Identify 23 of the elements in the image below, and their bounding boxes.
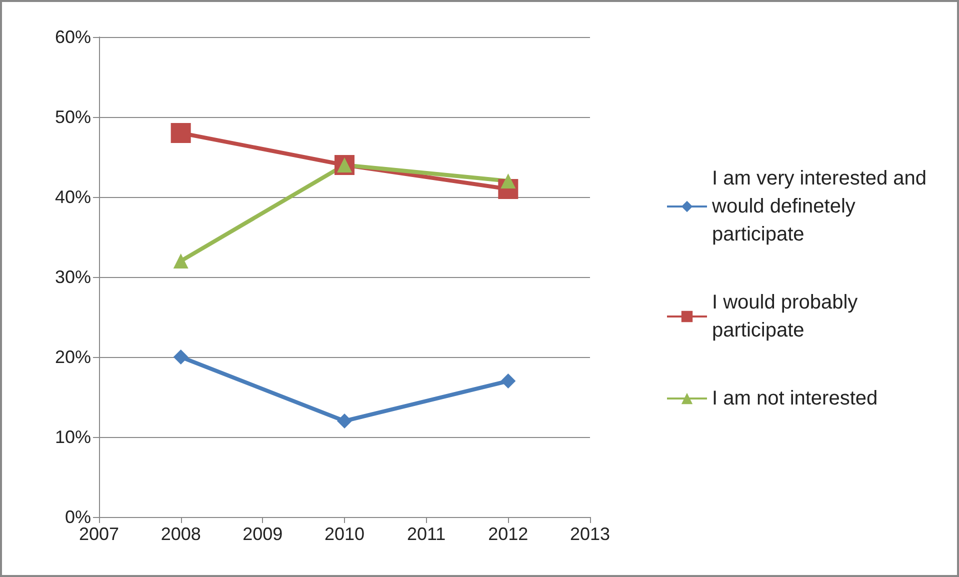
x-tick-label: 2011 (406, 524, 446, 544)
x-tick-label: 2013 (570, 524, 610, 544)
y-tick-label: 0% (64, 507, 91, 527)
legend-label: I would probably participate (712, 292, 864, 342)
point (500, 374, 516, 388)
point (170, 123, 191, 143)
y-tick-label: 30% (54, 267, 91, 287)
point (173, 254, 188, 268)
legend-label: I am not interested (712, 388, 878, 410)
x-tick-label: 2012 (488, 524, 528, 544)
y-tick-label: 40% (54, 187, 91, 207)
point (173, 350, 188, 364)
x-tick-label: 2009 (242, 524, 283, 544)
point (500, 174, 516, 188)
y-tick-label: 50% (54, 107, 91, 127)
x-tick-label: 2008 (160, 524, 201, 544)
y-tick-label: 10% (54, 427, 91, 447)
x-tick-label: 2007 (78, 524, 120, 544)
x-tick-label: 2010 (324, 524, 365, 544)
y-tick-label: 20% (54, 347, 91, 367)
y-tick-label: 60% (54, 27, 91, 47)
point (337, 414, 352, 428)
legend-label: I am very interested and would definetely participate (711, 168, 932, 246)
